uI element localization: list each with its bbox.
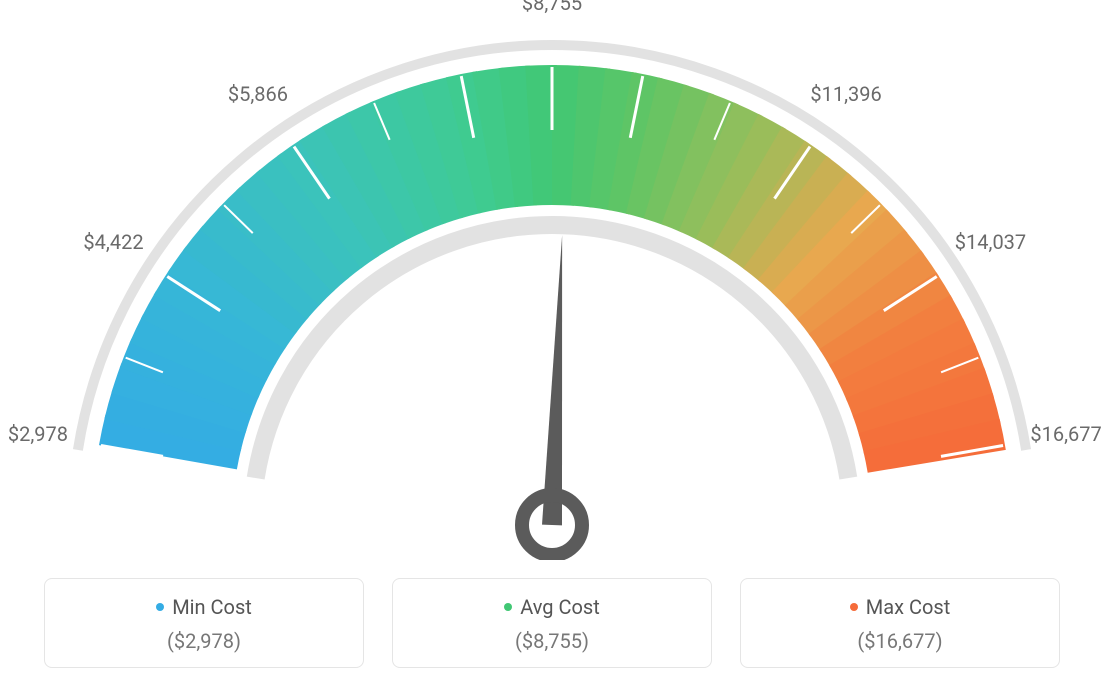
legend-value-max: ($16,677) bbox=[751, 629, 1049, 653]
gauge-scale-label: $14,037 bbox=[955, 230, 1026, 254]
legend-title-avg: Avg Cost bbox=[504, 595, 600, 619]
legend-value-avg: ($8,755) bbox=[403, 629, 701, 653]
legend-row: Min Cost ($2,978) Avg Cost ($8,755) Max … bbox=[0, 578, 1104, 668]
legend-card-max: Max Cost ($16,677) bbox=[740, 578, 1060, 668]
legend-dot-min bbox=[156, 603, 164, 611]
gauge-scale-label: $16,677 bbox=[1030, 422, 1101, 446]
legend-card-avg: Avg Cost ($8,755) bbox=[392, 578, 712, 668]
gauge-svg bbox=[0, 0, 1104, 560]
legend-value-min: ($2,978) bbox=[55, 629, 353, 653]
gauge-chart: $2,978 $4,422 $5,866 $8,755 $11,396 $14,037 $1… bbox=[0, 0, 1104, 560]
legend-title-max: Max Cost bbox=[850, 595, 951, 619]
legend-title-min: Min Cost bbox=[156, 595, 252, 619]
legend-dot-max bbox=[850, 603, 858, 611]
gauge-scale-label: $2,978 bbox=[8, 422, 68, 446]
gauge-scale-label: $8,755 bbox=[522, 0, 582, 15]
legend-dot-avg bbox=[504, 603, 512, 611]
legend-title-avg-text: Avg Cost bbox=[520, 595, 600, 619]
legend-title-min-text: Min Cost bbox=[172, 595, 252, 619]
gauge-scale-label: $5,866 bbox=[228, 82, 288, 106]
legend-title-max-text: Max Cost bbox=[866, 595, 951, 619]
gauge-scale-label: $11,396 bbox=[810, 82, 881, 106]
legend-card-min: Min Cost ($2,978) bbox=[44, 578, 364, 668]
gauge-scale-label: $4,422 bbox=[83, 230, 143, 254]
